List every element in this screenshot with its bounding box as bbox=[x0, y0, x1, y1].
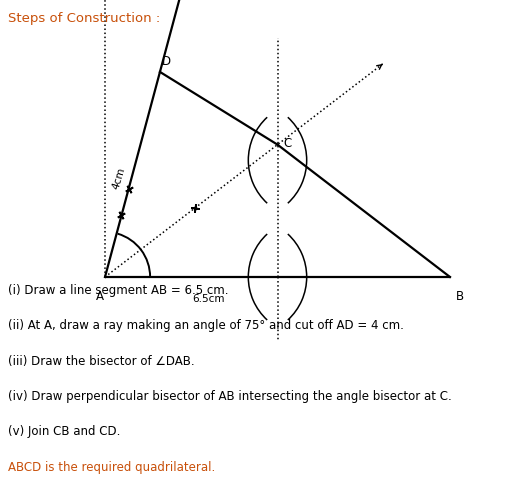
Text: ABCD is the required quadrilateral.: ABCD is the required quadrilateral. bbox=[8, 460, 215, 473]
Text: D: D bbox=[162, 55, 171, 68]
Text: 4cm: 4cm bbox=[110, 166, 127, 190]
Text: (i) Draw a line segment AB = 6.5 cm.: (i) Draw a line segment AB = 6.5 cm. bbox=[8, 283, 228, 296]
Text: A: A bbox=[96, 289, 104, 302]
Text: (ii) At A, draw a ray making an angle of 75° and cut off AD = 4 cm.: (ii) At A, draw a ray making an angle of… bbox=[8, 318, 404, 332]
Text: 6.5cm: 6.5cm bbox=[192, 293, 225, 303]
Text: B: B bbox=[456, 289, 465, 302]
Text: Steps of Construction :: Steps of Construction : bbox=[8, 12, 160, 25]
Text: C: C bbox=[284, 136, 292, 150]
Text: (iii) Draw the bisector of ∠DAB.: (iii) Draw the bisector of ∠DAB. bbox=[8, 354, 194, 367]
Text: (iv) Draw perpendicular bisector of AB intersecting the angle bisector at C.: (iv) Draw perpendicular bisector of AB i… bbox=[8, 389, 452, 402]
Text: (v) Join CB and CD.: (v) Join CB and CD. bbox=[8, 424, 121, 438]
